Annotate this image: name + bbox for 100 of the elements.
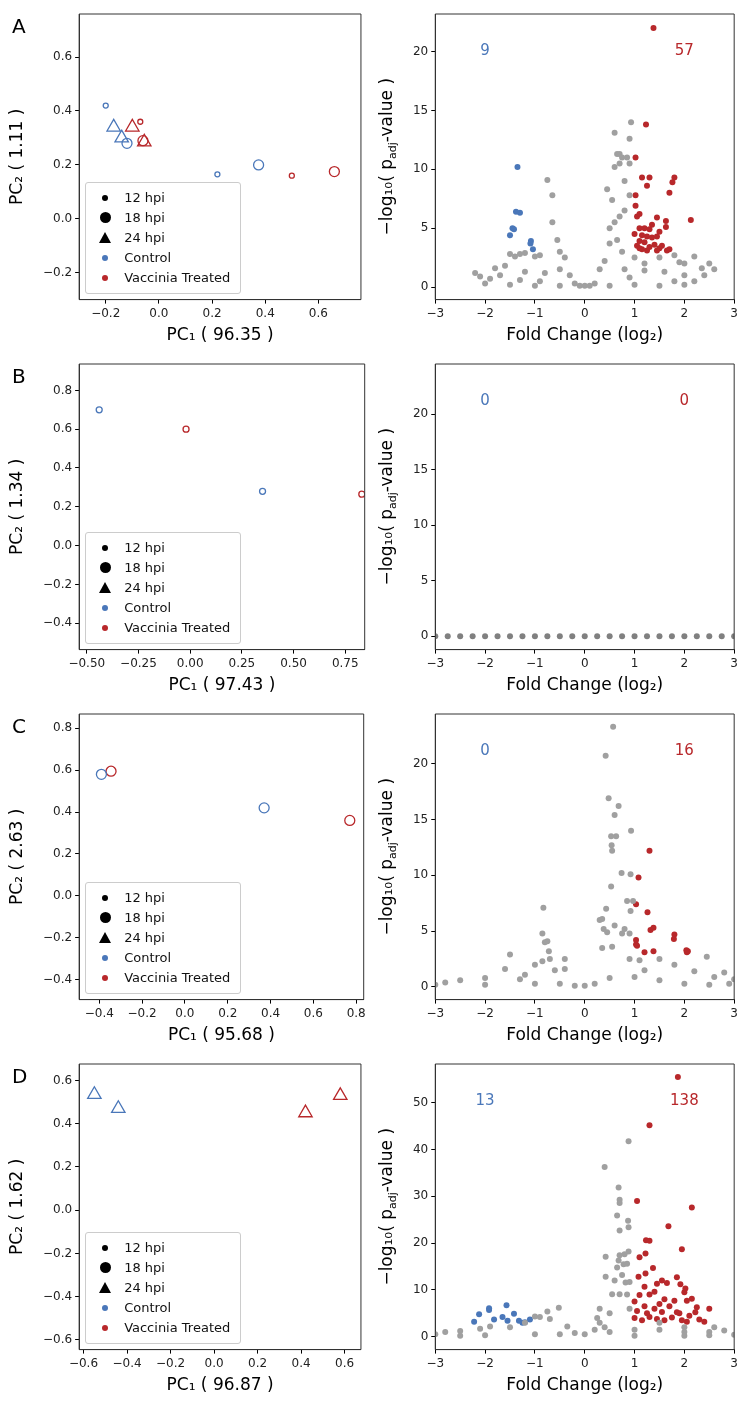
x-tick-label: −0.2 bbox=[155, 1355, 186, 1370]
annotation: 12 hpi bbox=[124, 1240, 165, 1256]
annotation: 0 bbox=[679, 391, 690, 410]
x-tick-label: 0.0 bbox=[175, 1005, 195, 1020]
x-axis-title: Fold Change (log₂) bbox=[506, 1024, 664, 1045]
x-tick-label: −2 bbox=[476, 1005, 494, 1020]
y-axis-title: −log₁₀( padj-value ) bbox=[376, 777, 399, 936]
x-tick-label: −1 bbox=[526, 655, 544, 670]
x-tick-label: −0.6 bbox=[68, 1355, 99, 1370]
x-tick-label: 3 bbox=[730, 1355, 738, 1370]
chart-title: C bbox=[12, 714, 26, 739]
legend-label: Vaccinia Treated bbox=[124, 970, 231, 986]
y-axis-title: PC₂ ( 1.11 ) bbox=[6, 108, 27, 205]
x-tick-label: 2 bbox=[680, 1005, 689, 1020]
y-tick-label: 0 bbox=[420, 979, 429, 994]
x-tick-label: 0.2 bbox=[248, 1355, 268, 1370]
annotation: 18 hpi bbox=[124, 1260, 165, 1276]
x-tick-label: 2 bbox=[680, 305, 689, 320]
x-tick-label: 0.0 bbox=[204, 1355, 224, 1370]
y-tick-label: 0.8 bbox=[53, 382, 73, 397]
x-tick-label: −1 bbox=[526, 305, 544, 320]
annotation: 16 bbox=[674, 741, 694, 760]
y-tick-label: −0.2 bbox=[43, 264, 73, 279]
x-tick-label: −0.4 bbox=[84, 1005, 114, 1020]
x-axis-title: PC₁ ( 96.35 ) bbox=[166, 324, 274, 345]
y-tick-label: 0.0 bbox=[53, 210, 73, 225]
y-tick-label: 0 bbox=[420, 279, 429, 294]
x-tick-label: 0.4 bbox=[261, 1005, 281, 1020]
legend-label: Control bbox=[124, 1300, 172, 1316]
y-tick-label: 0 bbox=[420, 628, 429, 643]
x-tick-label: 0 bbox=[580, 305, 589, 320]
x-tick-label: 1 bbox=[630, 655, 639, 670]
annotation: 13 bbox=[475, 1091, 495, 1110]
annotation: 138 bbox=[670, 1091, 699, 1110]
x-tick-label: 1 bbox=[630, 1355, 639, 1370]
annotation: 57 bbox=[674, 41, 694, 60]
x-tick-label: 0 bbox=[580, 655, 589, 670]
y-tick-label: 0.0 bbox=[53, 537, 73, 552]
x-tick-label: 0.4 bbox=[291, 1355, 311, 1370]
x-tick-label: 3 bbox=[730, 305, 738, 320]
legend-label: Control bbox=[124, 250, 172, 266]
x-axis-title: PC₁ ( 96.87 ) bbox=[166, 1374, 274, 1395]
x-tick-label: 0.6 bbox=[303, 1005, 323, 1020]
y-tick-label: 20 bbox=[412, 1235, 429, 1250]
x-tick-label: 0.8 bbox=[346, 1005, 366, 1020]
y-tick-label: 5 bbox=[420, 220, 429, 235]
y-tick-label: 10 bbox=[412, 517, 429, 532]
y-tick-label: 10 bbox=[412, 1282, 429, 1297]
x-tick-label: −3 bbox=[426, 1005, 445, 1020]
y-tick-label: 40 bbox=[412, 1141, 429, 1156]
x-tick-label: −3 bbox=[426, 655, 445, 670]
x-tick-label: 0.25 bbox=[228, 655, 256, 670]
y-axis-title: PC₂ ( 1.62 ) bbox=[6, 1158, 27, 1255]
x-tick-label: 1 bbox=[630, 1005, 639, 1020]
x-tick-label: −2 bbox=[476, 1355, 494, 1370]
y-tick-label: 0 bbox=[420, 1328, 429, 1343]
x-tick-label: 1 bbox=[630, 305, 639, 320]
x-tick-label: 2 bbox=[680, 655, 689, 670]
annotation: 12 hpi bbox=[124, 890, 165, 906]
x-axis-title: PC₁ ( 95.68 ) bbox=[167, 1024, 275, 1045]
y-tick-label: 20 bbox=[412, 406, 429, 421]
y-tick-label: 20 bbox=[412, 755, 429, 770]
legend-label: Vaccinia Treated bbox=[124, 620, 231, 636]
y-tick-label: −0.2 bbox=[43, 929, 73, 944]
annotation: 24 hpi bbox=[124, 1280, 165, 1296]
y-tick-label: −0.4 bbox=[43, 971, 73, 986]
x-tick-label: −3 bbox=[426, 1355, 445, 1370]
x-axis-title: Fold Change (log₂) bbox=[506, 674, 664, 695]
y-tick-label: 15 bbox=[412, 102, 429, 117]
y-axis-title: −log₁₀( padj-value ) bbox=[376, 77, 399, 236]
annotation: 18 hpi bbox=[124, 210, 165, 226]
y-tick-label: −0.4 bbox=[43, 1288, 73, 1303]
y-tick-label: −0.4 bbox=[43, 615, 73, 630]
y-tick-label: 5 bbox=[420, 923, 429, 938]
y-tick-label: 10 bbox=[412, 161, 429, 176]
y-tick-label: 0.2 bbox=[53, 846, 73, 861]
y-tick-label: 0.4 bbox=[53, 1115, 73, 1130]
y-tick-label: 10 bbox=[412, 867, 429, 882]
y-tick-label: 20 bbox=[412, 43, 429, 58]
y-tick-label: 0.6 bbox=[53, 421, 73, 436]
x-tick-label: 0 bbox=[580, 1005, 589, 1020]
y-tick-label: −0.2 bbox=[43, 576, 73, 591]
x-tick-label: 0.75 bbox=[331, 655, 359, 670]
x-tick-label: −2 bbox=[476, 655, 494, 670]
x-tick-label: −1 bbox=[526, 1355, 544, 1370]
legend-label: Control bbox=[124, 950, 172, 966]
x-tick-label: 0.6 bbox=[335, 1355, 355, 1370]
legend-label: Vaccinia Treated bbox=[124, 1320, 231, 1336]
x-axis-title: PC₁ ( 97.43 ) bbox=[168, 674, 276, 695]
y-axis-title: −log₁₀( padj-value ) bbox=[376, 427, 399, 586]
x-tick-label: −3 bbox=[426, 305, 445, 320]
x-tick-label: −0.2 bbox=[127, 1005, 157, 1020]
y-tick-label: 30 bbox=[412, 1188, 429, 1203]
y-tick-label: 0.4 bbox=[53, 804, 73, 819]
y-tick-label: 0.6 bbox=[53, 762, 73, 777]
y-tick-label: 5 bbox=[420, 572, 429, 587]
y-tick-label: 0.2 bbox=[53, 498, 73, 513]
x-axis-title: Fold Change (log₂) bbox=[506, 1374, 664, 1395]
x-tick-label: 3 bbox=[730, 655, 738, 670]
y-axis-title: PC₂ ( 1.34 ) bbox=[6, 458, 27, 555]
